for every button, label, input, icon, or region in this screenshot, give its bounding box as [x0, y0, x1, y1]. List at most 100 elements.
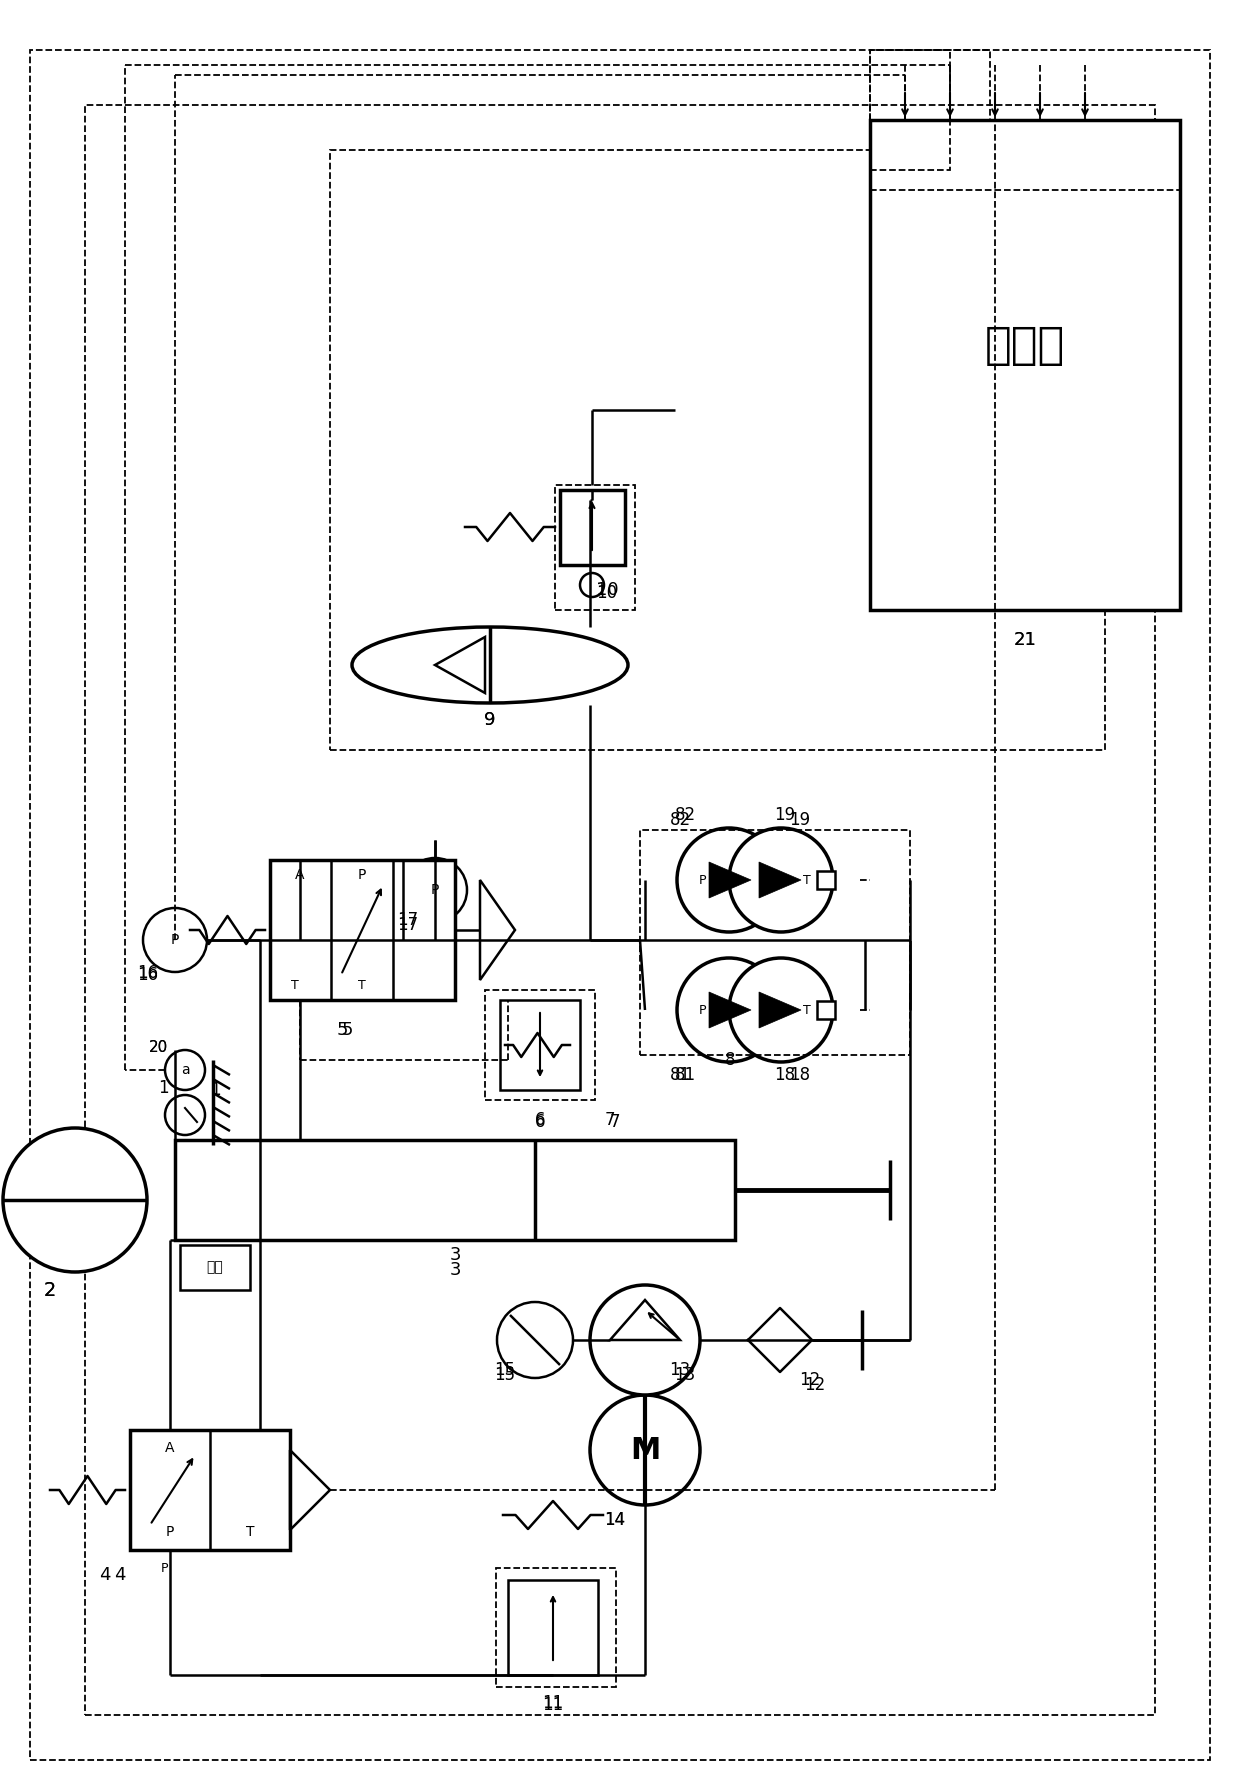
Circle shape — [497, 1303, 573, 1378]
Bar — [496, 1568, 616, 1686]
Text: 16: 16 — [138, 966, 159, 984]
Text: 81: 81 — [675, 1066, 696, 1084]
Bar — [640, 830, 910, 1055]
Text: A: A — [165, 1441, 175, 1455]
Text: 20: 20 — [149, 1039, 167, 1054]
Text: 81: 81 — [670, 1066, 691, 1084]
Text: T: T — [246, 1525, 254, 1539]
Text: T: T — [358, 978, 366, 991]
Circle shape — [2, 1127, 148, 1272]
Circle shape — [165, 1050, 205, 1090]
Text: 10: 10 — [595, 581, 619, 599]
Text: 19: 19 — [790, 812, 811, 830]
Text: 14: 14 — [604, 1511, 625, 1529]
Text: 20: 20 — [149, 1039, 167, 1054]
Text: M: M — [630, 1435, 660, 1464]
Text: T: T — [291, 978, 299, 991]
Text: 17: 17 — [398, 916, 419, 934]
Circle shape — [590, 1285, 701, 1394]
Circle shape — [677, 959, 781, 1063]
Text: P: P — [699, 873, 707, 887]
Text: 1: 1 — [210, 1081, 221, 1098]
Text: 21: 21 — [1013, 631, 1037, 649]
Text: 6: 6 — [534, 1111, 546, 1129]
Bar — [508, 1581, 598, 1676]
Circle shape — [729, 959, 833, 1063]
Circle shape — [677, 828, 781, 932]
Bar — [560, 489, 625, 564]
Text: 16: 16 — [138, 964, 159, 982]
Text: 14: 14 — [604, 1511, 625, 1529]
Bar — [485, 989, 595, 1100]
Text: 4: 4 — [114, 1566, 125, 1584]
Text: A: A — [295, 867, 305, 882]
Text: 13: 13 — [670, 1360, 691, 1380]
Text: 5: 5 — [341, 1021, 352, 1039]
Text: T: T — [804, 873, 811, 887]
Polygon shape — [759, 993, 801, 1029]
Circle shape — [729, 828, 833, 932]
Text: 18: 18 — [790, 1066, 811, 1084]
Text: 2: 2 — [43, 1281, 56, 1299]
Text: 13: 13 — [675, 1366, 696, 1383]
Text: 2: 2 — [43, 1281, 56, 1299]
Text: 17: 17 — [398, 910, 419, 928]
Text: P: P — [358, 867, 366, 882]
Text: 18: 18 — [775, 1066, 796, 1084]
Text: 缸体: 缸体 — [207, 1260, 223, 1274]
Bar — [870, 50, 950, 170]
Polygon shape — [709, 862, 751, 898]
Text: 82: 82 — [670, 812, 691, 830]
Bar — [270, 860, 455, 1000]
Bar — [86, 106, 1154, 1715]
Circle shape — [580, 573, 604, 597]
Text: 12: 12 — [800, 1371, 821, 1389]
Text: 15: 15 — [495, 1360, 516, 1380]
Circle shape — [143, 909, 207, 971]
Text: T: T — [804, 1004, 811, 1016]
Text: P: P — [430, 883, 439, 898]
Text: 6: 6 — [534, 1113, 546, 1131]
Text: 21: 21 — [1013, 631, 1037, 649]
Bar — [500, 1000, 580, 1090]
Text: P: P — [699, 1004, 707, 1016]
Text: 3: 3 — [449, 1245, 461, 1263]
Text: 11: 11 — [542, 1695, 564, 1713]
Bar — [870, 120, 1180, 609]
Circle shape — [165, 1095, 205, 1134]
Text: 1: 1 — [157, 1079, 169, 1097]
Text: 7: 7 — [605, 1111, 615, 1129]
Text: 8: 8 — [724, 1050, 735, 1070]
Text: 3: 3 — [449, 1262, 461, 1279]
Text: 控制器: 控制器 — [985, 324, 1065, 367]
Text: 5: 5 — [336, 1021, 347, 1039]
Bar — [817, 871, 835, 889]
Circle shape — [403, 858, 467, 923]
Text: 82: 82 — [675, 806, 696, 824]
Text: 19: 19 — [775, 806, 796, 824]
Text: 12: 12 — [805, 1376, 826, 1394]
Bar — [180, 1245, 250, 1290]
Text: 4: 4 — [99, 1566, 110, 1584]
Circle shape — [590, 1394, 701, 1505]
Ellipse shape — [352, 627, 627, 702]
Bar — [330, 151, 1105, 751]
Text: 7: 7 — [610, 1113, 620, 1131]
Polygon shape — [709, 993, 751, 1029]
Bar — [870, 50, 990, 120]
Bar — [130, 1430, 290, 1550]
Text: 10: 10 — [596, 584, 618, 602]
Text: 15: 15 — [495, 1366, 516, 1383]
Bar — [817, 1002, 835, 1020]
Text: 9: 9 — [485, 711, 496, 729]
Text: 11: 11 — [542, 1693, 564, 1711]
Text: P: P — [161, 1561, 169, 1575]
Text: a: a — [181, 1063, 190, 1077]
Text: 9: 9 — [485, 711, 496, 729]
Bar — [870, 120, 1180, 190]
Bar — [175, 1140, 735, 1240]
Bar — [556, 486, 635, 609]
Text: P: P — [171, 934, 180, 946]
Text: P: P — [166, 1525, 174, 1539]
Polygon shape — [759, 862, 801, 898]
